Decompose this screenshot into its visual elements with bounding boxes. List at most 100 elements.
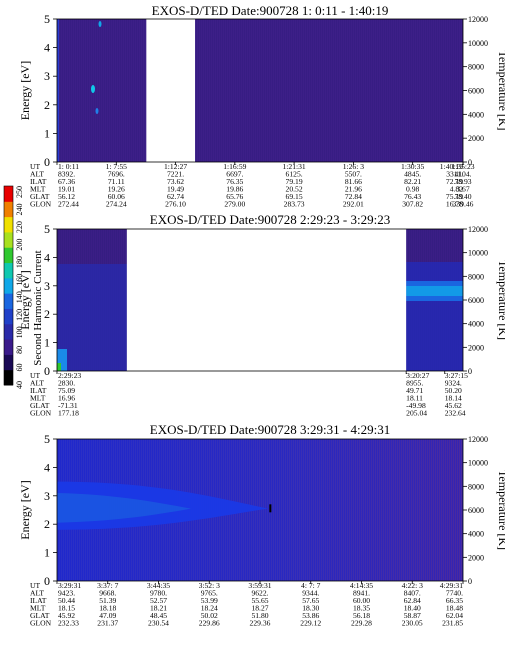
spectrogram-feature [57,264,127,371]
ephemeris-value: 16.78 [446,200,463,209]
ephemeris-value: 71.11 [108,177,125,186]
colorbar-tick-label: 240 [15,204,24,216]
ephemeris-value: 1:26: 3 [343,162,365,171]
ephemeris-value: 76.43 [404,192,421,201]
colorbar-cell [4,231,13,248]
ephemeris-value: 0.98 [406,185,419,194]
ephemeris-value: 79.19 [286,177,303,186]
ephemeris-value: 78.93 [454,177,471,186]
y-tick-label: 1 [44,126,50,140]
spectrogram-feature [406,262,463,371]
ephemeris-value: 18.40 [404,604,421,613]
ephemeris-value: 6125. [286,170,303,179]
y2-tick-label: 12000 [468,15,488,24]
ephemeris-row-label: GLON [30,200,52,209]
ephemeris-value: 3:44:35 [147,581,170,590]
ephemeris-value: 2:29:23 [58,371,81,380]
ephemeris-value: 3:27:15 [445,371,468,380]
ephemeris-value: 8955. [406,379,423,388]
y-tick-label: 3 [44,489,50,503]
ephemeris-row-label: GLON [30,619,52,628]
ephemeris-value: 18.48 [446,604,463,613]
ephemeris-value: 3:59:31 [248,581,271,590]
spectrogram-feature [269,504,272,513]
panel-title: EXOS-D/TED Date:900728 1: 0:11 - 1:40:19 [152,3,389,18]
ephemeris-value: 18.15 [58,604,75,613]
y2-tick-label: 2000 [468,553,484,562]
colorbar-tick-label: 140 [15,291,24,303]
ephemeris-value: 21.96 [345,185,362,194]
y2-tick-label: 0 [468,577,472,586]
ephemeris-value: 1:40:19 [440,162,463,171]
ephemeris-value: 1:16:59 [223,162,246,171]
ephemeris-value: 65.76 [226,192,243,201]
ephemeris-value: 9668. [99,589,116,598]
y-tick-label: 4 [44,41,50,55]
ephemeris-value: 20.52 [286,185,303,194]
ephemeris-value: 60.00 [353,596,370,605]
ephemeris-value: 18.24 [201,604,218,613]
colorbar-cell [4,186,13,202]
ephemeris-value: 52.57 [150,596,167,605]
panel-title: EXOS-D/TED Date:900728 3:29:31 - 4:29:31 [150,422,390,437]
y-tick-label: 3 [44,69,50,83]
y2-tick-label: 6000 [468,87,484,96]
ephemeris-value: 56.12 [58,192,75,201]
ephemeris-value: 274.24 [106,200,127,209]
spectrogram-panel-3: EXOS-D/TED Date:900728 3:29:31 - 4:29:31… [18,422,505,628]
ephemeris-value: 50.20 [445,386,462,395]
ephemeris-value: 231.85 [442,619,463,628]
ephemeris-value: 272.44 [58,200,79,209]
ephemeris-row-label: UT [30,371,40,380]
colorbar-tick-label: 250 [15,186,24,198]
ephemeris-row-label: MLT [30,394,46,403]
ephemeris-value: 8941. [353,589,370,598]
ephemeris-value: 60.06 [108,192,125,201]
ephemeris-value: 18.21 [150,604,167,613]
ephemeris-value: 339.46 [453,200,474,209]
spectrogram-panel-2: EXOS-D/TED Date:900728 2:29:23 - 3:29:23… [18,212,505,418]
spectrogram-feature [57,349,67,371]
colorbar-tick-label: 180 [15,256,24,268]
colorbar: 40 60 80 100 120 140 160 180 200 220 240 250 Second… [3,185,44,389]
ephemeris-value: 62.74 [167,192,184,201]
colorbar-tick-label: 220 [15,221,24,233]
ephemeris-value: 53.99 [201,596,218,605]
colorbar-tick-label: 80 [15,346,24,354]
ephemeris-value: 230.54 [148,619,169,628]
ephemeris-value: -71.31 [58,401,78,410]
y2-tick-label: 10000 [468,249,488,258]
ephemeris-value: 45.92 [58,611,75,620]
ephemeris-value: 229.12 [300,619,321,628]
colorbar-cell [4,339,13,355]
y-tick-label: 5 [44,222,50,236]
y2-tick-label: 10000 [468,39,488,48]
ephemeris-value: 4.82 [450,185,463,194]
ephemeris-value: 9765. [201,589,218,598]
y2-tick-label: 10000 [468,459,488,468]
ephemeris-value: 3:52: 3 [199,581,221,590]
ephemeris-value: 230.05 [402,619,423,628]
energy-axis-label: Energy [eV] [18,270,32,329]
ephemeris-value: 75.09 [58,386,75,395]
ephemeris-value: 69.15 [286,192,303,201]
ephemeris-row-label: ILAT [30,596,47,605]
ephemeris-value: 45.62 [445,401,462,410]
colorbar-cell [4,354,13,371]
y-tick-label: 0 [44,364,50,378]
ephemeris-value: 82.21 [404,177,421,186]
ephemeris-value: 50.02 [201,611,218,620]
ephemeris-value: 48.45 [150,611,167,620]
spectrogram-feature [57,363,61,371]
ephemeris-value: 50.44 [58,596,75,605]
y-tick-label: 4 [44,460,50,474]
colorbar-tick-label: 40 [15,381,24,389]
y2-tick-label: 0 [468,367,472,376]
colorbar-cell [4,262,13,279]
ephemeris-row-label: ALT [30,379,44,388]
y2-tick-label: 4000 [468,110,484,119]
ephemeris-value: 3:29:31 [58,581,81,590]
ephemeris-value: 55.65 [251,596,268,605]
ephemeris-value: 3:37: 7 [97,581,119,590]
ephemeris-value: 53.86 [302,611,319,620]
